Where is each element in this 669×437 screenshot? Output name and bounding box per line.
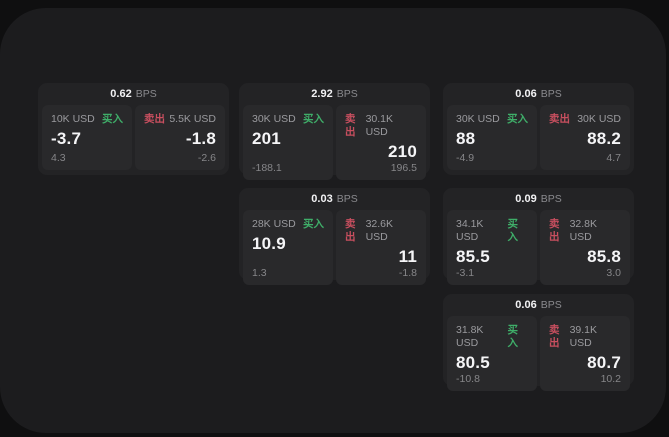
buy-panel[interactable]: 34.1K USD 买入 85.5 -3.1 (447, 210, 537, 285)
buy-price: 80.5 (456, 353, 490, 372)
card-header: 0.06 BPS (443, 83, 634, 105)
sell-price: -1.8 (185, 129, 216, 148)
buy-panel[interactable]: 28K USD 买入 10.9 1.3 (243, 210, 333, 285)
sell-delta: -2.6 (197, 152, 216, 164)
buy-amount: 34.1K USD (456, 218, 484, 243)
quote-card: 2.92 BPS 30K USD 买入 201 -188.1 卖出 30.1K … (239, 83, 430, 180)
buy-side-label: 买入 (303, 113, 324, 125)
buy-side-label: 买入 (507, 324, 518, 349)
buy-delta: -4.9 (456, 152, 475, 164)
buy-panel[interactable]: 10K USD 买入 -3.7 4.3 (42, 105, 132, 170)
subcards-row: 10K USD 买入 -3.7 4.3 卖出 5.5K USD -1.8 -2.… (42, 105, 225, 170)
sell-price: 85.8 (587, 247, 621, 266)
buy-delta: 4.3 (51, 152, 66, 164)
sell-panel[interactable]: 卖出 5.5K USD -1.8 -2.6 (135, 105, 225, 170)
sell-amount: 39.1K USD (569, 324, 598, 349)
subcards-row: 34.1K USD 买入 85.5 -3.1 卖出 32.8K USD 85.8… (447, 210, 630, 285)
subcards-row: 31.8K USD 买入 80.5 -10.8 卖出 39.1K USD 80.… (447, 316, 630, 391)
card-header: 0.06 BPS (443, 294, 634, 316)
bps-unit-label: BPS (540, 299, 562, 311)
sell-panel[interactable]: 卖出 32.6K USD 11 -1.8 (336, 210, 426, 285)
sell-price: 210 (388, 142, 417, 161)
bps-unit-label: BPS (135, 88, 157, 100)
buy-side-label: 买入 (507, 218, 518, 243)
buy-delta: -188.1 (252, 162, 282, 174)
buy-price: 85.5 (456, 247, 490, 266)
sell-amount: 30K USD (577, 113, 621, 125)
buy-amount: 28K USD (252, 218, 296, 230)
quote-card: 0.06 BPS 31.8K USD 买入 80.5 -10.8 卖出 39.1… (443, 294, 634, 391)
sell-price: 11 (398, 247, 417, 266)
sell-price: 88.2 (587, 129, 621, 148)
buy-side-label: 买入 (102, 113, 123, 125)
quote-card: 0.06 BPS 30K USD 买入 88 -4.9 卖出 30K USD 8… (443, 83, 634, 175)
quote-card: 0.09 BPS 34.1K USD 买入 85.5 -3.1 卖出 32.8K… (443, 188, 634, 285)
bps-value: 0.62 (110, 88, 132, 100)
buy-panel[interactable]: 30K USD 买入 201 -188.1 (243, 105, 333, 180)
bps-unit-label: BPS (540, 193, 562, 205)
buy-delta: -10.8 (456, 373, 480, 385)
bps-value: 0.06 (515, 299, 537, 311)
buy-amount: 30K USD (456, 113, 500, 125)
buy-panel[interactable]: 31.8K USD 买入 80.5 -10.8 (447, 316, 537, 391)
sell-side-label: 卖出 (549, 218, 560, 243)
card-header: 0.03 BPS (239, 188, 430, 210)
bps-unit-label: BPS (336, 88, 358, 100)
sell-delta: 196.5 (390, 162, 417, 174)
sell-side-label: 卖出 (345, 218, 356, 243)
bps-value: 0.06 (515, 88, 537, 100)
subcards-row: 30K USD 买入 88 -4.9 卖出 30K USD 88.2 4.7 (447, 105, 630, 170)
sell-side-label: 卖出 (345, 113, 356, 138)
buy-price: 201 (252, 129, 281, 148)
buy-amount: 31.8K USD (456, 324, 484, 349)
sell-panel[interactable]: 卖出 30K USD 88.2 4.7 (540, 105, 630, 170)
buy-delta: -3.1 (456, 267, 475, 279)
sell-delta: 3.0 (606, 267, 621, 279)
sell-delta: -1.8 (398, 267, 417, 279)
buy-panel[interactable]: 30K USD 买入 88 -4.9 (447, 105, 537, 170)
sell-delta: 10.2 (600, 373, 621, 385)
bps-unit-label: BPS (540, 88, 562, 100)
bps-value: 0.03 (311, 193, 333, 205)
sell-panel[interactable]: 卖出 30.1K USD 210 196.5 (336, 105, 426, 180)
sell-delta: 4.7 (606, 152, 621, 164)
buy-side-label: 买入 (303, 218, 324, 230)
buy-side-label: 买入 (507, 113, 528, 125)
sell-amount: 30.1K USD (365, 113, 394, 138)
buy-amount: 30K USD (252, 113, 296, 125)
sell-amount: 32.8K USD (569, 218, 598, 243)
subcards-row: 28K USD 买入 10.9 1.3 卖出 32.6K USD 11 -1.8 (243, 210, 426, 285)
card-header: 2.92 BPS (239, 83, 430, 105)
quote-card: 0.03 BPS 28K USD 买入 10.9 1.3 卖出 32.6K US… (239, 188, 430, 285)
buy-delta: 1.3 (252, 267, 267, 279)
buy-amount: 10K USD (51, 113, 95, 125)
bps-value: 0.09 (515, 193, 537, 205)
sell-panel[interactable]: 卖出 39.1K USD 80.7 10.2 (540, 316, 630, 391)
buy-price: 10.9 (252, 234, 286, 253)
bps-value: 2.92 (311, 88, 333, 100)
sell-price: 80.7 (587, 353, 621, 372)
card-header: 0.09 BPS (443, 188, 634, 210)
subcards-row: 30K USD 买入 201 -188.1 卖出 30.1K USD 210 1… (243, 105, 426, 180)
buy-price: 88 (456, 129, 476, 148)
sell-side-label: 卖出 (549, 113, 570, 125)
sell-amount: 32.6K USD (365, 218, 394, 243)
sell-side-label: 卖出 (144, 113, 165, 125)
sell-amount: 5.5K USD (169, 113, 216, 125)
card-header: 0.62 BPS (38, 83, 229, 105)
quote-card: 0.62 BPS 10K USD 买入 -3.7 4.3 卖出 5.5K USD… (38, 83, 229, 175)
sell-side-label: 卖出 (549, 324, 560, 349)
buy-price: -3.7 (51, 129, 82, 148)
bps-unit-label: BPS (336, 193, 358, 205)
sell-panel[interactable]: 卖出 32.8K USD 85.8 3.0 (540, 210, 630, 285)
